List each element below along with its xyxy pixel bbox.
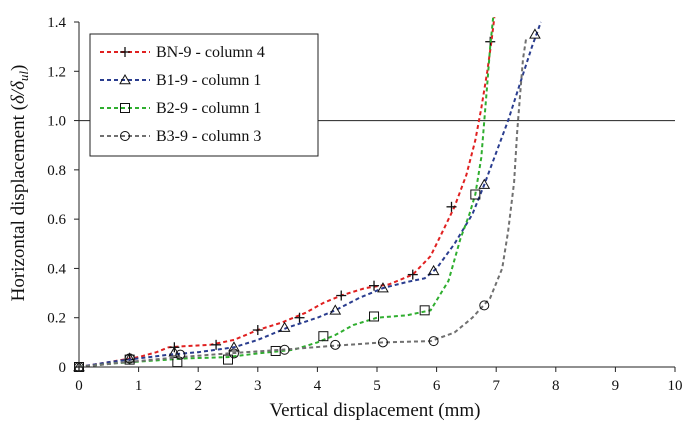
y-axis-title-close: ) (8, 65, 29, 71)
data-point-circle-marker (228, 348, 239, 359)
series-4-markers (74, 300, 490, 372)
data-point-circle-marker (124, 353, 135, 364)
y-axis-title: Horizontal displacement (δ/δul) (8, 65, 31, 302)
x-tick-label: 9 (612, 378, 620, 394)
legend-label: BN-9 - column 4 (156, 44, 265, 61)
data-point-triangle-marker (427, 264, 440, 276)
x-axis-title: Vertical displacement (mm) (269, 400, 480, 421)
y-tick-label: 0.2 (47, 311, 66, 327)
series-line (79, 21, 542, 367)
data-point-circle-marker (175, 349, 186, 360)
data-point-square-marker (470, 189, 481, 200)
legend-label: B2-9 - column 1 (156, 100, 261, 117)
y-axis-title-main: Horizontal displacement ( (8, 104, 29, 301)
legend-label: B3-9 - column 3 (156, 128, 261, 145)
data-point-triangle-marker (329, 304, 342, 315)
data-point-triangle-marker (119, 73, 131, 85)
data-point-triangle-marker (228, 341, 240, 352)
data-point-circle-marker (479, 300, 490, 311)
series-line (79, 16, 495, 367)
y-tick-label: 1.2 (47, 64, 66, 80)
data-point-plus-marker (446, 201, 457, 212)
data-point-plus-marker (252, 325, 263, 336)
series-4 (79, 39, 527, 367)
x-tick-label: 4 (314, 378, 322, 394)
series-2-markers (73, 28, 541, 372)
y-tick-label: 0.4 (47, 261, 66, 277)
axes-layer: 0 1 2 3 4 5 6 7 8 9 10 0 0.2 0.4 0.6 0.8 1.0 1.2 1.4 (47, 15, 682, 394)
data-point-square-marker (223, 354, 233, 365)
data-point-plus-marker (211, 339, 222, 350)
x-tick-label: 7 (492, 378, 500, 394)
data-point-circle-marker (330, 339, 341, 350)
data-point-circle-marker (377, 337, 388, 348)
x-tick-label: 0 (75, 378, 83, 394)
data-point-plus-marker (120, 47, 130, 57)
y-tick-label: 1.4 (47, 15, 66, 31)
x-tick-label: 3 (254, 378, 262, 394)
y-tick-label: 0.8 (47, 163, 66, 179)
data-point-triangle-marker (278, 321, 291, 332)
series-line (79, 39, 527, 367)
data-point-square-marker (318, 331, 329, 342)
data-point-square-marker (419, 305, 430, 316)
x-tick-label: 6 (433, 378, 441, 394)
y-tick-label: 0 (59, 360, 67, 376)
x-tick-label: 2 (194, 378, 202, 394)
series-layer (73, 16, 542, 372)
data-point-triangle-marker (529, 28, 541, 39)
data-point-plus-marker (336, 290, 347, 301)
y-axis-title-delta: δ/δ (8, 80, 29, 104)
series-2 (79, 21, 542, 367)
series-3 (79, 16, 495, 367)
data-point-triangle-marker (478, 178, 491, 189)
series-1-markers (74, 36, 496, 372)
data-point-plus-marker (407, 269, 418, 280)
legend: BN-9 - column 4 B1-9 - column 1 B2-9 - col… (89, 33, 319, 157)
data-point-plus-marker (369, 280, 380, 291)
y-axis-title-subscript: ul (16, 71, 31, 82)
x-tick-label: 8 (552, 378, 560, 394)
data-point-circle-marker (120, 131, 130, 141)
data-point-circle-marker (428, 336, 439, 347)
series-3-markers (74, 189, 481, 372)
x-tick-label: 5 (373, 378, 381, 394)
data-point-circle-marker (279, 344, 290, 355)
legend-label: B1-9 - column 1 (156, 72, 261, 89)
data-point-plus-marker (294, 312, 305, 323)
x-tick-label: 1 (135, 378, 143, 394)
x-tick-label: 10 (668, 378, 683, 394)
data-point-square-marker (120, 103, 130, 113)
y-tick-label: 0.6 (47, 212, 66, 228)
data-point-triangle-marker (377, 282, 389, 293)
data-point-square-marker (369, 311, 380, 322)
y-tick-label: 1.0 (47, 114, 66, 130)
